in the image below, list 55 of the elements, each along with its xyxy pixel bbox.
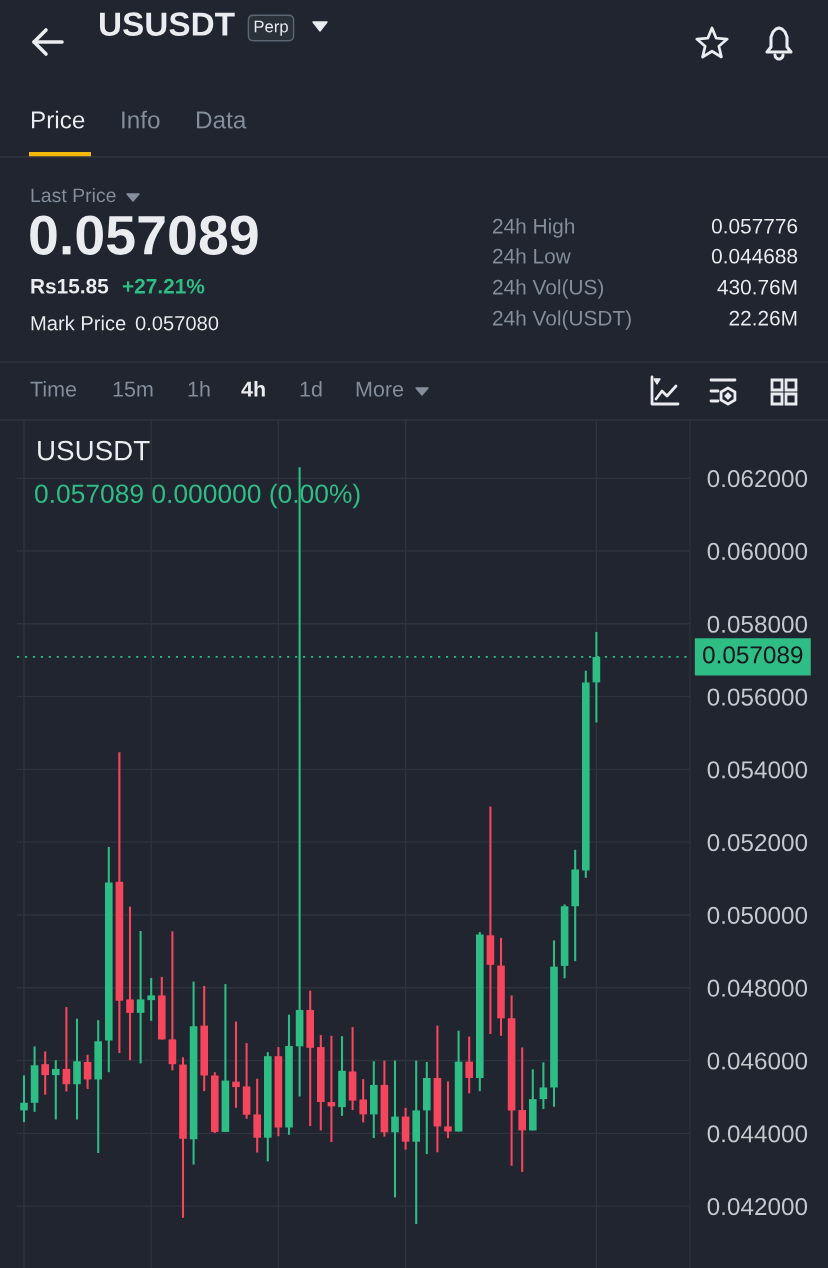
- candlestick: [391, 1059, 399, 1199]
- text: USUSDT: [38, 440, 150, 461]
- candlestick: [444, 1080, 452, 1140]
- candlestick: [20, 1074, 28, 1124]
- candlestick: [41, 1050, 50, 1096]
- text: Price: [31, 110, 85, 129]
- y-tick-label: 0.048000: [707, 979, 808, 997]
- text: Perp: [254, 20, 288, 36]
- candlestick: [232, 1020, 240, 1109]
- y-tick-label: 0.042000: [707, 1197, 808, 1216]
- candlestick: [147, 976, 156, 1022]
- text: Rs15.85: [31, 278, 109, 294]
- candlestick: [51, 1059, 60, 1121]
- candlestick: [253, 1077, 262, 1154]
- candlestick: [62, 1006, 71, 1093]
- text: +27.21%: [122, 278, 205, 294]
- text: 24h Vol(US): [493, 279, 604, 299]
- candlestick: [126, 905, 134, 1062]
- candlestick: [486, 805, 495, 1036]
- candlestick: [518, 1046, 527, 1173]
- text: 0.057080: [135, 316, 219, 331]
- y-tick-label: 0.054000: [707, 761, 808, 779]
- y-tick-label: 0.056000: [707, 688, 808, 706]
- text: 0.044688: [711, 248, 798, 264]
- text: 4h: [241, 380, 265, 397]
- text: Data: [196, 111, 247, 129]
- text: 15m: [113, 381, 153, 397]
- text: 24h High: [493, 218, 575, 238]
- y-tick-label: 0.046000: [707, 1052, 808, 1070]
- y-tick-label: 0.050000: [707, 906, 808, 925]
- text: 24h Low: [493, 248, 571, 264]
- ref-line-label: 0.057089: [703, 646, 803, 664]
- text: 1d: [300, 380, 322, 397]
- candlestick: [539, 1061, 548, 1110]
- text: Mark Price: [31, 315, 126, 331]
- candlestick: [359, 1078, 368, 1124]
- candlestick: [136, 929, 145, 1065]
- text: 1h: [188, 380, 210, 397]
- y-tick-label: 0.060000: [707, 542, 808, 561]
- text: USUSDT: [100, 12, 235, 36]
- text: 430.76M: [717, 279, 797, 295]
- text: 0.057776: [711, 218, 798, 234]
- y-tick-label: 0.058000: [707, 615, 808, 633]
- text: Time: [30, 380, 77, 397]
- text: Last Price: [31, 187, 116, 203]
- y-tick-label: 0.062000: [707, 470, 808, 488]
- text: 22.26M: [729, 310, 797, 326]
- y-tick-label: 0.052000: [707, 834, 808, 852]
- candlestick: [73, 1017, 81, 1121]
- text: 0.057089: [30, 215, 258, 255]
- text: More: [356, 381, 404, 397]
- candlestick: [465, 1035, 474, 1095]
- text: 24h Vol(USDT): [493, 310, 631, 330]
- y-tick-label: 0.044000: [707, 1125, 808, 1143]
- text: Info: [122, 110, 160, 129]
